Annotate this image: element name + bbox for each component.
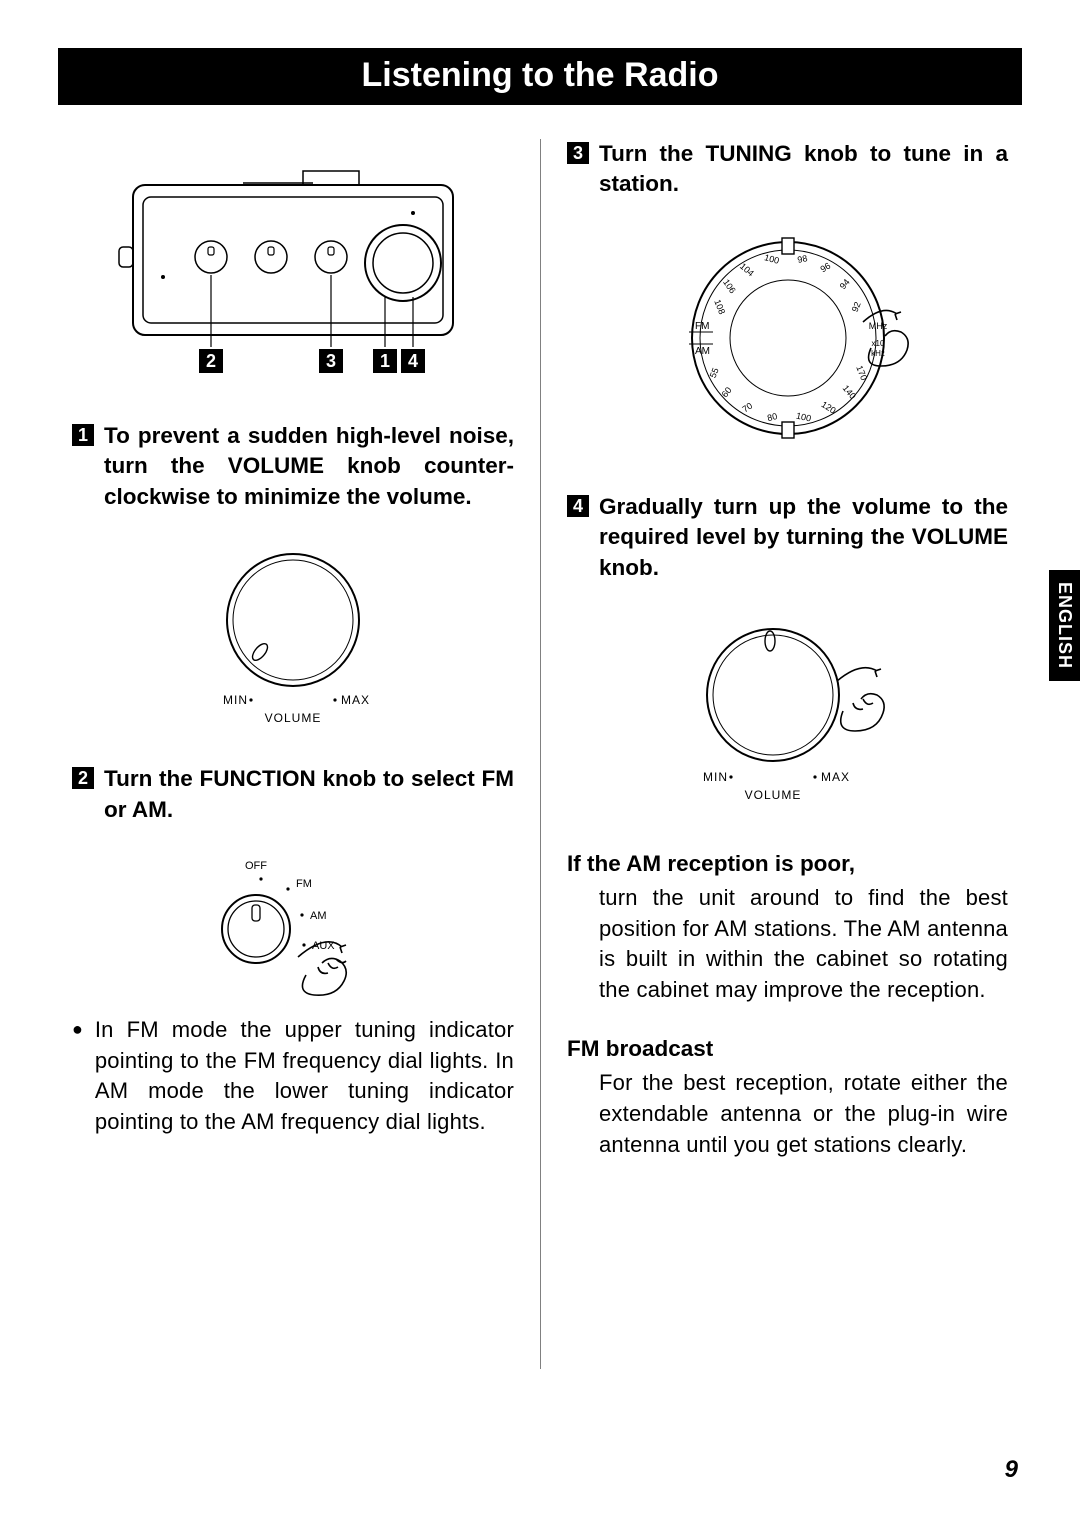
fm-am-note: ● In FM mode the upper tuning indicator … bbox=[72, 1015, 514, 1138]
step-3-number: 3 bbox=[567, 142, 589, 164]
svg-text:100: 100 bbox=[763, 252, 780, 266]
svg-text:MIN: MIN bbox=[223, 693, 248, 707]
svg-text:106: 106 bbox=[721, 277, 738, 295]
volume-knob-svg-2: MIN MAX VOLUME bbox=[653, 611, 923, 811]
tuning-dial-figure: FM AM MHz x10 kHz 108 106 104 100 bbox=[567, 228, 1008, 458]
svg-text:AM: AM bbox=[310, 910, 327, 922]
svg-text:FM: FM bbox=[695, 321, 709, 332]
right-column: 3 Turn the TUNING knob to tune in a stat… bbox=[540, 139, 1022, 1369]
svg-text:120: 120 bbox=[819, 399, 837, 415]
svg-text:VOLUME: VOLUME bbox=[265, 711, 322, 725]
fm-broadcast-block: FM broadcast For the best reception, rot… bbox=[567, 1036, 1008, 1160]
am-reception-body: turn the unit around to find the best po… bbox=[567, 883, 1008, 1006]
step-1-text: To prevent a sudden high-level noise, tu… bbox=[104, 421, 514, 512]
svg-text:140: 140 bbox=[840, 383, 857, 401]
page-number: 9 bbox=[1005, 1456, 1018, 1484]
svg-text:MHz: MHz bbox=[868, 321, 887, 331]
svg-text:100: 100 bbox=[795, 410, 812, 423]
svg-text:AM: AM bbox=[695, 346, 710, 357]
svg-text:kHz: kHz bbox=[871, 349, 885, 358]
svg-text:96: 96 bbox=[818, 260, 832, 274]
svg-text:1: 1 bbox=[380, 351, 390, 371]
svg-text:x10: x10 bbox=[871, 339, 884, 348]
svg-text:MAX: MAX bbox=[821, 770, 850, 784]
svg-text:55: 55 bbox=[707, 366, 720, 379]
step-2-text: Turn the FUNCTION knob to select FM or A… bbox=[104, 764, 514, 825]
am-reception-block: If the AM reception is poor, turn the un… bbox=[567, 851, 1008, 1006]
step-1: 1 To prevent a sudden high-level noise, … bbox=[72, 421, 514, 512]
svg-text:VOLUME: VOLUME bbox=[744, 788, 801, 802]
svg-text:2: 2 bbox=[206, 351, 216, 371]
svg-text:4: 4 bbox=[408, 351, 418, 371]
function-knob-figure: OFF FM AM AUX bbox=[72, 847, 514, 997]
step-4: 4 Gradually turn up the volume to the re… bbox=[567, 492, 1008, 583]
step-3-text: Turn the TUNING knob to tune in a statio… bbox=[599, 139, 1008, 200]
svg-text:OFF: OFF bbox=[245, 860, 267, 872]
volume-knob-figure-1: MIN MAX VOLUME bbox=[72, 540, 514, 730]
step-2: 2 Turn the FUNCTION knob to select FM or… bbox=[72, 764, 514, 825]
svg-text:170: 170 bbox=[854, 364, 869, 382]
fm-broadcast-head: FM broadcast bbox=[567, 1036, 1008, 1062]
svg-text:98: 98 bbox=[796, 253, 808, 265]
page-title: Listening to the Radio bbox=[58, 48, 1022, 105]
language-tab: ENGLISH bbox=[1049, 570, 1080, 681]
device-overview-svg: 2 3 1 4 bbox=[113, 157, 473, 387]
svg-text:MIN: MIN bbox=[703, 770, 728, 784]
volume-knob-figure-2: MIN MAX VOLUME bbox=[567, 611, 1008, 811]
volume-knob-svg-1: MIN MAX VOLUME bbox=[173, 540, 413, 730]
svg-text:60: 60 bbox=[719, 385, 733, 399]
content-columns: 2 3 1 4 1 To prevent a sudden high-level… bbox=[58, 139, 1022, 1369]
svg-text:80: 80 bbox=[766, 411, 778, 423]
svg-text:94: 94 bbox=[837, 277, 851, 291]
fm-broadcast-body: For the best reception, rotate either th… bbox=[567, 1068, 1008, 1160]
step-4-number: 4 bbox=[567, 495, 589, 517]
step-3: 3 Turn the TUNING knob to tune in a stat… bbox=[567, 139, 1008, 200]
left-column: 2 3 1 4 1 To prevent a sudden high-level… bbox=[58, 139, 540, 1369]
device-overview-figure: 2 3 1 4 bbox=[72, 157, 514, 387]
fm-am-note-text: In FM mode the upper tuning indicator po… bbox=[95, 1015, 514, 1138]
svg-text:92: 92 bbox=[849, 300, 862, 313]
svg-text:70: 70 bbox=[740, 400, 754, 414]
step-4-text: Gradually turn up the volume to the requ… bbox=[599, 492, 1008, 583]
svg-text:3: 3 bbox=[326, 351, 336, 371]
page: Listening to the Radio bbox=[0, 0, 1080, 1528]
function-knob-svg: OFF FM AM AUX bbox=[178, 847, 408, 997]
am-reception-head: If the AM reception is poor, bbox=[567, 851, 1008, 877]
svg-text:MAX: MAX bbox=[341, 693, 370, 707]
step-2-number: 2 bbox=[72, 767, 94, 789]
tuning-dial-svg: FM AM MHz x10 kHz 108 106 104 100 bbox=[653, 228, 923, 458]
bullet-icon: ● bbox=[72, 1015, 83, 1138]
svg-text:FM: FM bbox=[296, 878, 312, 890]
svg-text:108: 108 bbox=[712, 298, 727, 316]
step-1-number: 1 bbox=[72, 424, 94, 446]
